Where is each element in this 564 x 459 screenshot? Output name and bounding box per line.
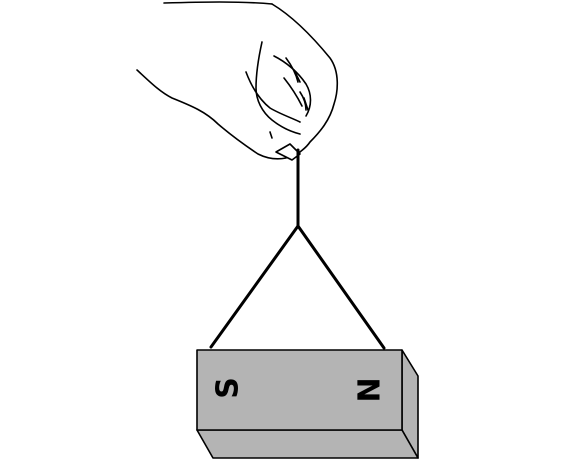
north-pole-label: N [353,377,388,402]
thread-right-branch [296,224,386,350]
bar-magnet [196,349,419,459]
thread-left-branch [209,224,300,349]
magnet-front-face [196,349,403,431]
south-pole-label: S [211,377,246,399]
suspension-thread [209,148,386,350]
hand-icon [136,1,339,161]
magnet-bottom-face [196,429,419,459]
